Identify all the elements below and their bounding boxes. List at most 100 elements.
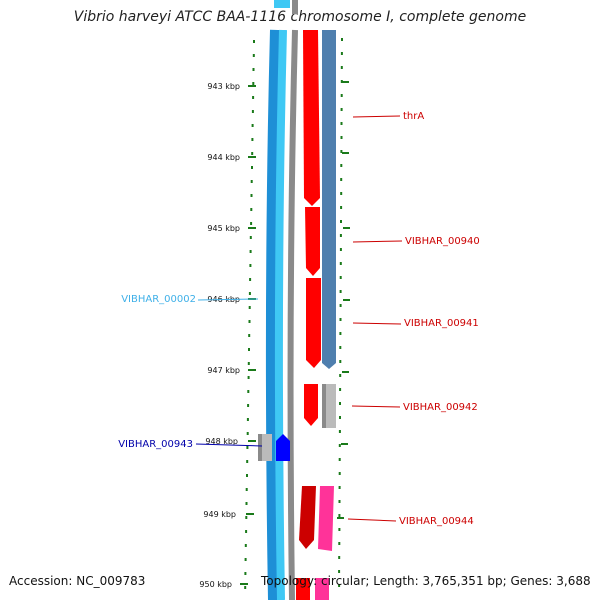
pink-feature-00944 xyxy=(318,486,334,551)
feature-label-vibhar-00942[interactable]: VIBHAR_00942 xyxy=(403,402,478,413)
label-line-vibhar-00002 xyxy=(197,298,259,301)
scale-dot xyxy=(340,192,343,195)
gray-feature-00942-shade xyxy=(322,384,326,428)
cds-vibhar-00943 xyxy=(276,434,290,461)
scale-dot xyxy=(338,486,341,489)
scale-tick-label: 947 kbp xyxy=(207,366,240,375)
gray-feature-00943-shade xyxy=(258,434,262,461)
scale-dot xyxy=(245,502,248,505)
scale-labels: 943 kbp 944 kbp 945 kbp 946 kbp 947 kbp … xyxy=(199,82,240,589)
scale-dot xyxy=(340,122,343,125)
cds-vibhar-00940 xyxy=(305,207,320,276)
scale-dot xyxy=(245,530,248,533)
feature-label-thrA[interactable]: thrA xyxy=(403,111,424,122)
scale-dot xyxy=(339,374,342,377)
gray-track-arc xyxy=(287,29,298,600)
scale-dot xyxy=(341,38,343,41)
label-line-thrA xyxy=(352,115,401,118)
scale-dot xyxy=(251,166,253,169)
scale-dot xyxy=(251,152,254,155)
scale-dot xyxy=(252,96,255,99)
scale-dot xyxy=(340,136,343,139)
feature-label-vibhar-00944[interactable]: VIBHAR_00944 xyxy=(399,516,474,527)
scale-dot xyxy=(250,180,253,183)
scale-dot xyxy=(339,346,342,349)
cds-thrA xyxy=(303,30,320,206)
scale-dots xyxy=(244,38,343,589)
scale-dot xyxy=(340,150,343,153)
scale-dot xyxy=(249,236,252,239)
right-tick-group xyxy=(337,81,350,519)
scale-dot xyxy=(251,138,254,141)
scale-dot xyxy=(338,556,341,559)
gray-track-top-stub xyxy=(292,0,298,14)
scale-dot xyxy=(338,472,341,475)
scale-dot xyxy=(339,276,342,279)
scale-dot xyxy=(339,318,342,321)
scale-dot xyxy=(340,108,343,111)
scale-dot xyxy=(244,572,247,575)
scale-dot xyxy=(339,332,342,335)
scale-dot xyxy=(338,584,341,587)
accession-text: Accession: NC_009783 xyxy=(9,574,146,588)
backbone-inner-arc xyxy=(274,29,287,600)
scale-dot xyxy=(338,570,341,573)
scale-dot xyxy=(338,528,341,531)
scale-dot xyxy=(338,514,341,517)
scale-dot xyxy=(340,80,343,83)
scale-dot xyxy=(339,304,342,307)
scale-dot xyxy=(339,290,342,293)
scale-dot xyxy=(339,360,342,363)
scale-dot xyxy=(247,404,250,407)
steel-track-feature xyxy=(322,30,336,369)
scale-dot xyxy=(340,206,343,209)
scale-dot xyxy=(340,220,342,223)
scale-dot xyxy=(248,334,251,337)
bottom-pink-stub xyxy=(315,578,329,600)
scale-dot xyxy=(246,460,249,463)
scale-dot xyxy=(340,52,343,55)
backbone-top-stub xyxy=(274,0,290,8)
scale-dot xyxy=(246,432,249,435)
scale-dot xyxy=(338,542,341,545)
scale-dot xyxy=(339,416,341,419)
backbone-outer-arc xyxy=(265,29,286,600)
scale-tick-label: 950 kbp xyxy=(199,580,232,589)
scale-tick-label: 944 kbp xyxy=(207,153,240,162)
scale-dot xyxy=(249,264,252,267)
scale-dot xyxy=(339,234,342,237)
label-line-vibhar-00940 xyxy=(352,240,403,243)
scale-dot xyxy=(249,250,252,253)
label-line-vibhar-00944 xyxy=(347,518,397,522)
cds-vibhar-00944 xyxy=(299,486,316,549)
scale-dot xyxy=(340,164,343,167)
scale-dot xyxy=(251,110,254,113)
scale-dot xyxy=(252,68,255,71)
scale-dot xyxy=(338,500,341,503)
scale-dot xyxy=(246,418,249,421)
scale-dot xyxy=(339,388,342,391)
label-line-vibhar-00942 xyxy=(351,405,401,408)
scale-dot xyxy=(338,444,341,447)
scale-dot xyxy=(248,306,251,309)
scale-dot xyxy=(247,362,250,365)
scale-dot xyxy=(245,516,248,519)
scale-dot xyxy=(248,320,251,323)
feature-label-vibhar-00940[interactable]: VIBHAR_00940 xyxy=(405,236,480,247)
feature-label-vibhar-00943[interactable]: VIBHAR_00943 xyxy=(118,439,193,450)
scale-dot xyxy=(245,488,248,491)
scale-dot xyxy=(250,222,253,225)
scale-dot xyxy=(252,82,255,85)
scale-dot xyxy=(339,248,342,251)
scale-dot xyxy=(339,262,342,265)
scale-dot xyxy=(340,66,343,69)
scale-tick-label: 948 kbp xyxy=(205,437,238,446)
scale-dot xyxy=(250,208,253,211)
map-title: Vibrio harveyi ATCC BAA-1116 chromosome … xyxy=(73,9,527,25)
scale-dot xyxy=(248,292,251,295)
topology-text: Topology: circular; Length: 3,765,351 bp… xyxy=(261,574,591,588)
bottom-red-stub xyxy=(296,578,310,600)
feature-label-vibhar-00002[interactable]: VIBHAR_00002 xyxy=(121,294,196,305)
feature-label-vibhar-00941[interactable]: VIBHAR_00941 xyxy=(404,318,479,329)
